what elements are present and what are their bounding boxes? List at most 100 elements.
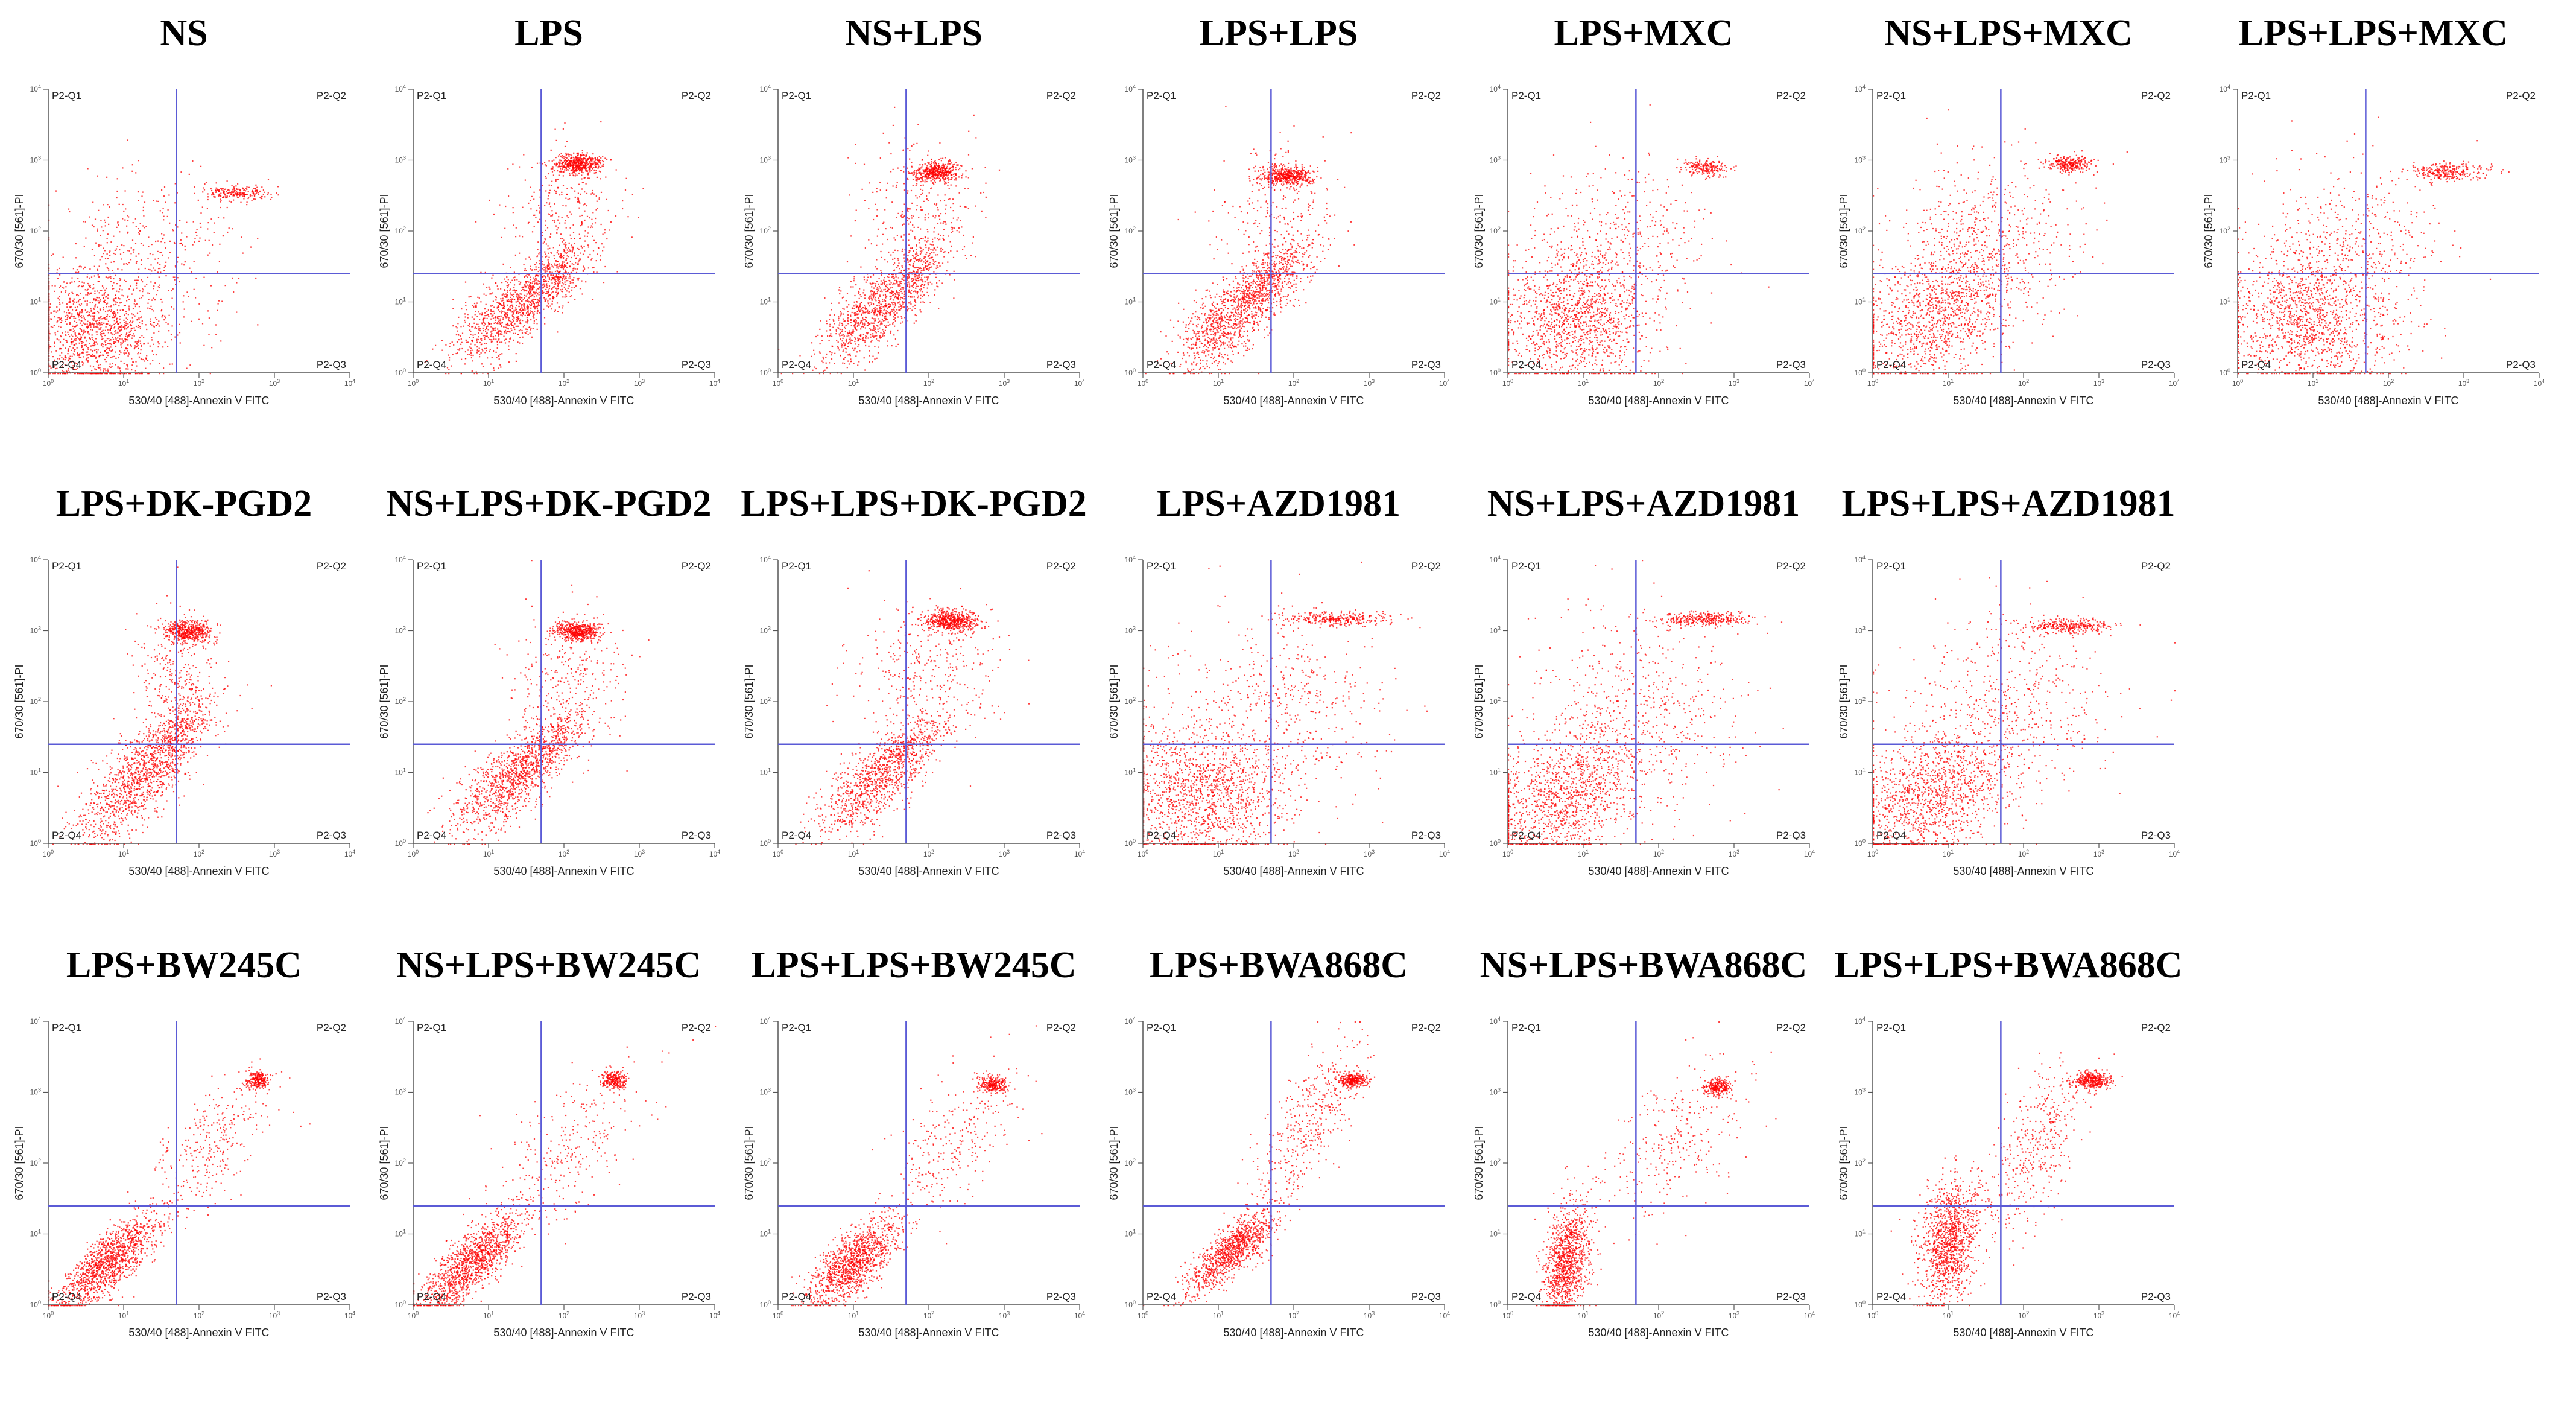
- event-dot: [245, 190, 247, 192]
- event-dot: [583, 204, 584, 206]
- event-dot: [842, 362, 844, 364]
- event-dot: [48, 349, 50, 352]
- event-dot: [881, 314, 884, 316]
- event-dot: [506, 299, 508, 301]
- event-dots: [48, 139, 279, 375]
- event-dot: [147, 360, 149, 361]
- event-dot: [138, 352, 139, 354]
- event-dot: [75, 309, 78, 311]
- event-dot: [48, 323, 50, 325]
- event-dot: [248, 186, 250, 188]
- event-dot: [574, 253, 575, 255]
- event-dot: [159, 267, 161, 270]
- event-dot: [572, 279, 574, 281]
- event-dot: [887, 321, 889, 323]
- event-dot: [550, 279, 552, 281]
- event-dot: [65, 340, 67, 341]
- event-dot: [223, 191, 225, 193]
- event-dot: [174, 265, 176, 267]
- event-dot: [124, 190, 126, 192]
- event-dot: [852, 286, 854, 288]
- event-dot: [101, 226, 103, 228]
- event-dot: [239, 195, 241, 197]
- event-dot: [490, 323, 492, 325]
- event-dot: [523, 287, 525, 288]
- event-dot: [581, 158, 583, 160]
- event-dot: [894, 293, 896, 294]
- event-dot: [846, 341, 847, 343]
- event-dot: [78, 357, 80, 358]
- event-dot: [256, 190, 258, 192]
- event-dot: [159, 210, 161, 212]
- event-dot: [100, 299, 101, 300]
- event-dot: [480, 271, 482, 273]
- event-dot: [480, 344, 482, 346]
- event-dot: [215, 334, 217, 335]
- event-dot: [162, 314, 163, 316]
- event-dot: [887, 340, 888, 342]
- event-dot: [80, 357, 82, 358]
- event-dot: [452, 308, 454, 309]
- event-dot: [481, 340, 483, 341]
- event-dot: [134, 299, 136, 300]
- event-dot: [862, 323, 864, 325]
- event-dot: [571, 263, 573, 265]
- event-dot: [226, 197, 228, 198]
- event-dot: [507, 314, 508, 316]
- event-dot: [93, 323, 95, 325]
- event-dot: [471, 316, 473, 318]
- event-dot: [869, 305, 871, 307]
- event-dot: [555, 225, 557, 227]
- event-dot: [74, 334, 76, 335]
- event-dot: [556, 229, 558, 231]
- event-dot: [119, 298, 121, 300]
- event-dot: [583, 177, 585, 179]
- event-dot: [840, 311, 841, 313]
- event-dot: [130, 285, 131, 287]
- event-dot: [533, 291, 535, 293]
- event-dot: [870, 322, 872, 324]
- event-dot: [149, 269, 151, 271]
- event-dot: [478, 297, 480, 299]
- event-dot: [242, 188, 244, 190]
- event-dot: [545, 280, 546, 282]
- event-dot: [194, 192, 195, 194]
- event-dot: [565, 252, 568, 254]
- event-dot: [93, 342, 95, 344]
- event-dot: [569, 265, 571, 267]
- event-dot: [90, 326, 92, 328]
- event-dot: [120, 302, 122, 303]
- event-dot: [574, 196, 576, 198]
- event-dot: [48, 268, 50, 270]
- event-dot: [54, 366, 55, 368]
- event-dot: [219, 193, 221, 195]
- event-dot: [261, 195, 263, 198]
- event-dot: [548, 214, 551, 215]
- event-dot: [253, 195, 255, 197]
- event-dot: [48, 264, 50, 266]
- event-dot: [565, 205, 567, 207]
- event-dot: [544, 299, 546, 300]
- event-dot: [90, 345, 92, 347]
- event-dot: [501, 312, 502, 314]
- event-dot: [66, 318, 68, 320]
- event-dot: [563, 159, 565, 161]
- event-dot: [125, 373, 127, 375]
- event-dot: [524, 303, 525, 305]
- event-dot: [522, 343, 524, 344]
- event-dot: [487, 322, 490, 323]
- event-dot: [501, 294, 503, 296]
- event-dot: [872, 290, 873, 292]
- y-tick-label: 103: [30, 155, 41, 165]
- event-dot: [907, 306, 908, 308]
- event-dot: [916, 267, 917, 268]
- event-dot: [574, 158, 575, 160]
- event-dot: [562, 128, 564, 130]
- event-dot: [879, 337, 881, 339]
- event-dot: [542, 263, 543, 265]
- event-dot: [485, 335, 487, 337]
- event-dot: [48, 319, 50, 321]
- event-dot: [80, 293, 81, 294]
- y-tick-label: 101: [30, 297, 41, 306]
- event-dot: [876, 259, 878, 261]
